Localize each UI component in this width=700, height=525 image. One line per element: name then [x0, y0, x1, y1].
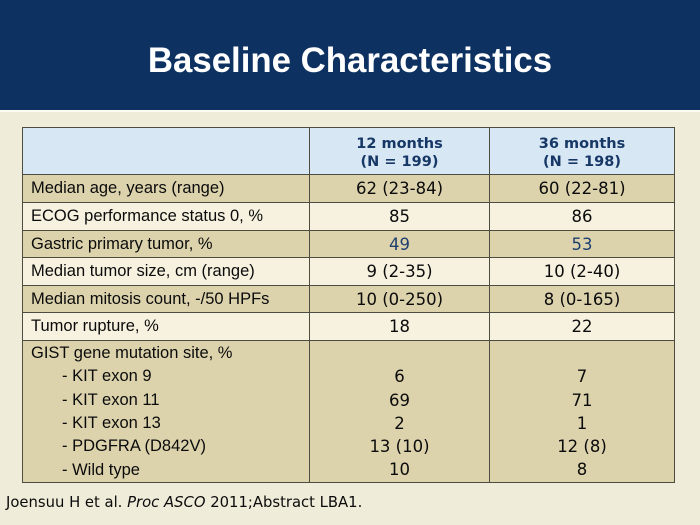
table-row: Median tumor size, cm (range) 9 (2-35) 1… [22, 257, 675, 286]
row-value-12-months: 18 [309, 312, 490, 341]
row-value-12-months: 85 [309, 202, 490, 231]
group-label-stack: GIST gene mutation site, % - KIT exon 9 … [31, 342, 309, 482]
row-value-36-months: 10 (2-40) [489, 257, 675, 286]
row-value-12-months: 49 [309, 230, 490, 258]
title-band: Baseline Characteristics [0, 0, 700, 112]
row-value-36-months: 22 [489, 312, 675, 341]
group-item-label: - KIT exon 13 [62, 414, 161, 432]
header-line1: 12 months [356, 135, 443, 152]
group-item-value: 2 [394, 413, 405, 433]
table-row: ECOG performance status 0, % 85 86 [22, 202, 675, 231]
group-item-label: - Wild type [62, 460, 140, 479]
row-value-12-months: 62 (23-84) [309, 174, 490, 203]
group-item-value: 13 (10) [369, 437, 430, 457]
row-label: ECOG performance status 0, % [22, 202, 310, 231]
row-value-36-months: 8 (0-165) [489, 285, 675, 313]
group-label-cell: GIST gene mutation site, % - KIT exon 9 … [22, 340, 310, 483]
row-value-36-months: 60 (22-81) [489, 174, 675, 203]
citation-pre: Joensuu H et al. [6, 494, 128, 511]
footer-citation: Joensuu H et al. Proc ASCO 2011;Abstract… [6, 494, 362, 512]
citation-journal: Proc ASCO [127, 494, 206, 511]
citation-post: 2011;Abstract LBA1. [205, 494, 363, 511]
group-value-stack: 7 71 1 12 (8) 8 [491, 342, 674, 482]
table-row-gist-mutation-group: GIST gene mutation site, % - KIT exon 9 … [22, 340, 675, 483]
group-item-value: 10 [389, 460, 410, 480]
group-item-label: - KIT exon 9 [62, 367, 152, 386]
group-item-value: 12 (8) [557, 437, 607, 457]
table-header-row: 12 months (N = 199) 36 months (N = 198) [22, 127, 675, 175]
group-item-label: - KIT exon 11 [62, 390, 160, 409]
table-row: Median mitosis count, -/50 HPFs 10 (0-25… [22, 285, 675, 313]
row-label: Gastric primary tumor, % [22, 230, 310, 258]
group-item-value: 6 [394, 367, 405, 387]
header-cell-36-months: 36 months (N = 198) [489, 127, 675, 175]
row-value-12-months: 9 (2-35) [309, 257, 490, 286]
header-line1: 36 months [538, 135, 626, 152]
group-spacer [311, 342, 489, 365]
table-row: Median age, years (range) 62 (23-84) 60 … [22, 174, 675, 203]
row-value-12-months: 10 (0-250) [309, 285, 490, 313]
group-item-label: - PDGFRA (D842V) [62, 437, 206, 456]
row-value-36-months: 86 [489, 202, 675, 231]
page-title: Baseline Characteristics [147, 41, 553, 80]
group-values-12-months: 6 69 2 13 (10) 10 [309, 340, 490, 483]
row-label: Median tumor size, cm (range) [22, 257, 310, 286]
table-row: Tumor rupture, % 18 22 [22, 312, 675, 341]
header-line2: (N = 199) [360, 153, 439, 170]
header-cell-12-months: 12 months (N = 199) [309, 127, 490, 175]
header-cell-empty [22, 127, 310, 175]
group-item-value: 69 [389, 390, 410, 410]
row-label: Median mitosis count, -/50 HPFs [22, 285, 310, 313]
group-values-36-months: 7 71 1 12 (8) 8 [489, 340, 675, 483]
table-row: Gastric primary tumor, % 49 53 [22, 230, 675, 258]
baseline-characteristics-table: 12 months (N = 199) 36 months (N = 198) … [22, 127, 675, 483]
group-value-stack: 6 69 2 13 (10) 10 [311, 342, 489, 482]
row-label: Median age, years (range) [22, 174, 310, 203]
group-title: GIST gene mutation site, % [31, 344, 233, 363]
group-item-value: 7 [576, 367, 588, 387]
row-label: Tumor rupture, % [22, 312, 310, 341]
group-item-value: 71 [571, 390, 593, 410]
header-line2: (N = 198) [543, 153, 621, 170]
row-value-36-months: 53 [489, 230, 675, 258]
group-item-value: 1 [576, 413, 588, 433]
group-item-value: 8 [576, 460, 588, 480]
group-spacer [491, 342, 674, 365]
